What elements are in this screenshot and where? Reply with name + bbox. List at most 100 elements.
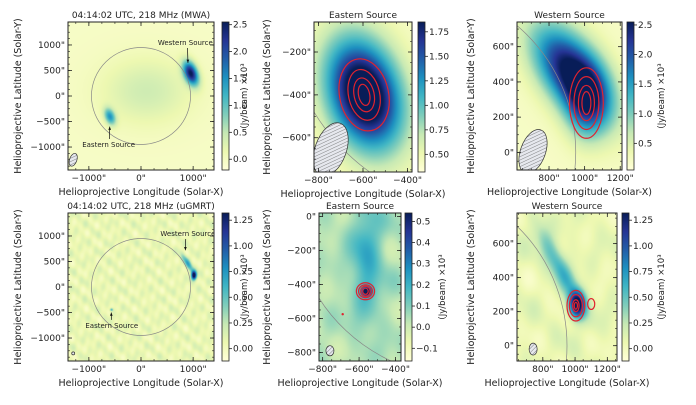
x-tick-label: −600" xyxy=(349,176,378,186)
x-tick-label: 1200" xyxy=(594,365,621,375)
solar-limb xyxy=(91,238,191,336)
y-tick-label: 0" xyxy=(55,283,65,293)
x-tick-label: −400" xyxy=(393,176,422,186)
panel-ugmrt-eastern: −800" −600" −400" −800" −600" −400" −200" 0" Eas… xyxy=(262,202,448,389)
colorbar-tick-label: 0.50 xyxy=(429,150,449,160)
x-axis-label: Helioprojective Longitude (Solar-X) xyxy=(487,187,652,198)
contour-blob xyxy=(587,297,596,311)
heatmap-image xyxy=(68,213,214,361)
annotation-western-source: Western Source xyxy=(160,230,214,251)
y-tick-label: −500" xyxy=(36,309,65,319)
y-tick-label: −800" xyxy=(287,348,316,358)
annotation-western-source: Western Source xyxy=(158,39,213,63)
contour-level-2 xyxy=(357,284,373,299)
colorbar-tick-label: 0.25 xyxy=(633,319,653,329)
x-tick-label: −600" xyxy=(345,365,374,375)
contour-level-2 xyxy=(568,294,583,318)
panel-title: Western Source xyxy=(532,202,603,212)
x-tick-label: 0" xyxy=(136,174,146,184)
colorbar-tick-label: 2.5 xyxy=(638,21,652,31)
colorbar: 0.00 0.25 0.50 0.75 1.00 1.25 (Jy/beam) ×10³ xyxy=(221,212,253,362)
colorbar: 0.0 0.5 1.0 1.5 2.0 2.5 (Jy/beam) ×10³ xyxy=(221,21,250,171)
colorbar-tick-label: 2.0 xyxy=(233,48,248,58)
colorbar-tick-label: 1.75 xyxy=(429,28,449,38)
x-axis-label: Helioprojective Longitude (Solar-X) xyxy=(485,378,650,389)
x-axis-label: Helioprojective Longitude (Solar-X) xyxy=(281,189,446,200)
y-tick-label: −600" xyxy=(287,314,316,324)
colorbar-tick-label: 1.25 xyxy=(633,216,653,226)
y-tick-label: −500" xyxy=(36,118,65,128)
contour-level-4 xyxy=(362,287,369,295)
colorbar-tick-label: 1.00 xyxy=(233,242,253,252)
y-tick-label: 1000" xyxy=(38,41,65,51)
colorbar-tick-label: 0.00 xyxy=(633,345,653,355)
x-tick-label: 0" xyxy=(136,365,146,375)
y-tick-label: −400" xyxy=(287,280,316,290)
colorbar-label: (Jy/beam) ×10³ xyxy=(438,254,448,319)
axes-frame xyxy=(516,21,623,171)
panel-title: Eastern Source xyxy=(326,202,394,212)
y-tick-label: 0" xyxy=(504,342,514,352)
colorbar-label: (Jy/beam) ×10³ xyxy=(240,254,250,319)
panel-title: 04:14:02 UTC, 218 MHz (MWA) xyxy=(72,11,210,21)
contour-level-3 xyxy=(572,299,580,313)
colorbar-tick-label: 2.5 xyxy=(233,21,247,31)
colorbar-tick-label: 1.25 xyxy=(429,77,449,87)
y-tick-label: −400" xyxy=(282,91,311,101)
arrow-icon xyxy=(108,126,112,130)
x-tick-label: −800" xyxy=(308,365,337,375)
y-axis-label: Helioprojective Latitude (Solar-Y) xyxy=(13,209,24,364)
panel-mwa-western: 800" 1000" 1200" 0" 200" 400" 600" Western Sour… xyxy=(466,11,667,198)
colorbar-tick-label: 0.2 xyxy=(416,281,430,291)
colorbar-tick-label: 0.1 xyxy=(416,302,430,312)
annotation-eastern-source: Eastern Source xyxy=(82,126,135,149)
colorbar-tick-label: 0.25 xyxy=(233,319,253,329)
contour-level-3 xyxy=(353,77,376,113)
svg-text:Eastern Source: Eastern Source xyxy=(85,322,138,330)
y-tick-label: −600" xyxy=(282,134,311,144)
contour-level-3 xyxy=(360,285,371,297)
colorbar-tick-label: 1.5 xyxy=(233,75,247,85)
colorbar-tick-label: 0.3 xyxy=(416,260,430,270)
colorbar-tick-label: 0.75 xyxy=(633,268,653,278)
contour-level-4 xyxy=(573,301,579,310)
y-axis-label: Helioprojective Latitude (Solar-Y) xyxy=(466,209,477,364)
x-axis-label: Helioprojective Longitude (Solar-X) xyxy=(59,378,224,389)
colorbar: 0.00 0.25 0.50 0.75 1.00 1.25 (Jy/beam) ×10³ xyxy=(621,212,667,362)
colorbar-tick-label: 0.0 xyxy=(233,155,248,165)
colorbar: 0.5 1.0 1.5 2.0 2.5 (Jy/beam) ×10³ xyxy=(626,21,667,171)
beam-ellipse xyxy=(68,153,78,167)
colorbar: 0.50 0.75 1.00 1.25 1.50 1.75 xyxy=(417,21,449,173)
x-axis-label: Helioprojective Longitude (Solar-X) xyxy=(59,187,224,198)
y-tick-label: 600" xyxy=(493,43,514,53)
y-axis-label: Helioprojective Latitude (Solar-Y) xyxy=(262,209,273,364)
colorbar-tick-label: 0.50 xyxy=(633,293,653,303)
contour-level-2 xyxy=(573,76,600,131)
colorbar-tick-label: 0.50 xyxy=(233,293,253,303)
x-tick-label: 1000" xyxy=(180,174,207,184)
axes-frame xyxy=(318,212,402,362)
solar-limb xyxy=(91,47,191,145)
y-tick-label: 1000" xyxy=(38,232,65,242)
y-tick-label: 0" xyxy=(55,92,65,102)
colorbar: −0.1 0.0 0.1 0.2 0.3 0.4 0.5 (Jy/beam) ×10³ xyxy=(404,212,448,362)
solar-limb xyxy=(517,225,568,361)
contour-level-1 xyxy=(338,58,390,132)
svg-text:Western Source: Western Source xyxy=(158,39,213,47)
y-tick-label: −200" xyxy=(287,246,316,256)
contour-point xyxy=(341,313,344,316)
arrow-icon xyxy=(186,59,190,63)
annotation-eastern-source: Eastern Source xyxy=(85,312,138,330)
y-axis-label: Helioprojective Latitude (Solar-Y) xyxy=(466,18,477,173)
x-tick-label: 800" xyxy=(538,174,559,184)
x-tick-label: −400" xyxy=(381,365,410,375)
contour-level-1 xyxy=(566,289,586,322)
panel-title: Eastern Source xyxy=(329,11,397,21)
colorbar-tick-label: −0.1 xyxy=(416,344,438,354)
colorbar-label: (Jy/beam) ×10³ xyxy=(657,254,667,319)
x-tick-label: 1200" xyxy=(607,174,634,184)
y-tick-label: −1000" xyxy=(30,334,65,344)
arrow-icon xyxy=(184,246,187,251)
x-tick-label: 1000" xyxy=(180,365,207,375)
